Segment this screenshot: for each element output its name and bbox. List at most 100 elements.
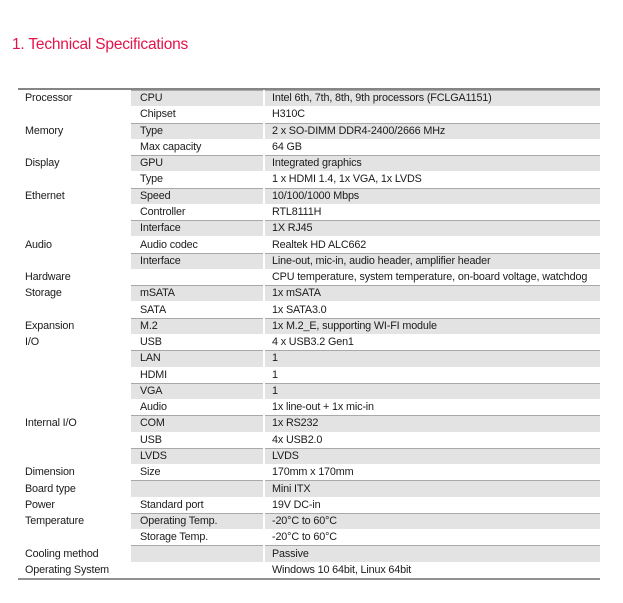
category-cell	[18, 138, 131, 156]
value-cell: 1	[265, 382, 600, 400]
page-title: 1. Technical Specifications	[12, 36, 189, 53]
category-cell	[18, 431, 131, 448]
table-row: LVDS LVDS	[18, 447, 600, 465]
category-cell: Operating System	[18, 561, 131, 578]
category-cell	[18, 529, 131, 546]
table-row: Storage mSATA 1x mSATA	[18, 285, 600, 302]
value-cell: 1x line-out + 1x mic-in	[272, 401, 374, 414]
table-row: Interface Line-out, mic-in, audio header…	[18, 252, 600, 269]
item-cell: USB	[131, 333, 265, 351]
item-cell: Controller	[131, 203, 265, 221]
item-cell: HDMI	[131, 366, 265, 383]
category-cell	[18, 252, 131, 269]
item-cell: LAN	[131, 350, 265, 367]
item-cell: GPU	[131, 155, 265, 172]
value-cell: 64 GB	[272, 140, 302, 153]
table-row: Internal I/O COM 1x RS232	[18, 415, 600, 432]
value-cell: 2 x SO-DIMM DDR4-2400/2666 MHz	[265, 122, 600, 139]
category-cell	[18, 350, 131, 367]
category-cell: I/O	[18, 333, 131, 351]
table-row: Storage Temp. -20°C to 60°C	[18, 529, 600, 546]
table-row: Cooling method Passive	[18, 545, 600, 562]
category-cell	[18, 382, 131, 400]
category-cell	[18, 447, 131, 465]
value-cell: Integrated graphics	[265, 155, 600, 172]
value-cell: 10/100/1000 Mbps	[265, 187, 600, 204]
item-cell: Audio codec	[131, 236, 265, 253]
item-cell: USB	[131, 431, 265, 448]
category-cell: Expansion	[18, 317, 131, 334]
value-cell: CPU temperature, system temperature, on-…	[272, 271, 588, 284]
table-row: Audio Audio codec Realtek HD ALC662	[18, 236, 600, 253]
value-cell: 1x M.2_E, supporting WI-FI module	[265, 317, 600, 334]
item-cell: Storage Temp.	[131, 529, 265, 546]
table-row: Hardware CPU temperature, system tempera…	[18, 268, 600, 286]
value-cell: 170mm x 170mm	[272, 466, 354, 479]
table-row: Temperature Operating Temp. -20°C to 60°…	[18, 512, 600, 530]
value-cell: 1x mSATA	[265, 285, 600, 302]
value-cell: Mini ITX	[265, 480, 600, 497]
item-cell: Interface	[131, 220, 265, 237]
table-row: Memory Type 2 x SO-DIMM DDR4-2400/2666 M…	[18, 122, 600, 139]
category-cell	[18, 220, 131, 237]
spec-table: Processor CPU Intel 6th, 7th, 8th, 9th p…	[18, 88, 600, 580]
table-row: Type 1 x HDMI 1.4, 1x VGA, 1x LVDS	[18, 171, 600, 188]
category-cell: Ethernet	[18, 187, 131, 204]
category-cell: Processor	[18, 90, 131, 107]
table-row: I/O USB 4 x USB3.2 Gen1	[18, 333, 600, 351]
table-row: Power Standard port 19V DC-in	[18, 496, 600, 513]
table-row: Processor CPU Intel 6th, 7th, 8th, 9th p…	[18, 90, 600, 107]
category-cell	[18, 399, 131, 416]
category-cell	[18, 203, 131, 221]
table-row: Ethernet Speed 10/100/1000 Mbps	[18, 187, 600, 204]
table-row: LAN 1	[18, 350, 600, 367]
value-cell: Windows 10 64bit, Linux 64bit	[272, 563, 412, 576]
value-cell: 1x RS232	[265, 415, 600, 432]
item-cell: Type	[131, 122, 265, 139]
table-row: Interface 1X RJ45	[18, 220, 600, 237]
category-cell	[18, 171, 131, 188]
category-cell	[18, 301, 131, 318]
item-cell	[131, 561, 265, 578]
item-cell: M.2	[131, 317, 265, 334]
value-cell: Passive	[265, 545, 600, 562]
value-cell: 1X RJ45	[265, 220, 600, 237]
item-cell: SATA	[131, 301, 265, 318]
table-row: Controller RTL8111H	[18, 203, 600, 221]
category-cell: Power	[18, 496, 131, 513]
category-cell	[18, 106, 131, 123]
value-cell: Line-out, mic-in, audio header, amplifie…	[265, 252, 600, 269]
item-cell: Audio	[131, 399, 265, 416]
item-cell: Size	[131, 464, 265, 481]
item-cell: CPU	[131, 90, 265, 107]
item-cell	[131, 268, 265, 286]
table-row: Audio 1x line-out + 1x mic-in	[18, 399, 600, 416]
value-cell: 1	[272, 368, 278, 381]
category-cell: Temperature	[18, 512, 131, 530]
category-cell: Storage	[18, 285, 131, 302]
category-cell: Internal I/O	[18, 415, 131, 432]
item-cell: Type	[131, 171, 265, 188]
value-cell: 1 x HDMI 1.4, 1x VGA, 1x LVDS	[272, 173, 422, 186]
item-cell: VGA	[131, 382, 265, 400]
category-cell	[18, 366, 131, 383]
table-row: SATA 1x SATA3.0	[18, 301, 600, 318]
category-cell: Display	[18, 155, 131, 172]
table-row: Display GPU Integrated graphics	[18, 155, 600, 172]
table-row: Max capacity 64 GB	[18, 138, 600, 156]
value-cell: Intel 6th, 7th, 8th, 9th processors (FCL…	[265, 90, 600, 107]
item-cell: Chipset	[131, 106, 265, 123]
item-cell	[131, 480, 265, 497]
value-cell: Realtek HD ALC662	[272, 238, 367, 251]
item-cell	[131, 545, 265, 562]
value-cell: 4 x USB3.2 Gen1	[272, 336, 354, 349]
item-cell: Standard port	[131, 496, 265, 513]
table-row: Board type Mini ITX	[18, 480, 600, 497]
value-cell: H310C	[272, 108, 305, 121]
category-cell: Dimension	[18, 464, 131, 481]
item-cell: Max capacity	[131, 138, 265, 156]
table-row: Operating System Windows 10 64bit, Linux…	[18, 561, 600, 578]
category-cell: Audio	[18, 236, 131, 253]
item-cell: LVDS	[131, 447, 265, 465]
